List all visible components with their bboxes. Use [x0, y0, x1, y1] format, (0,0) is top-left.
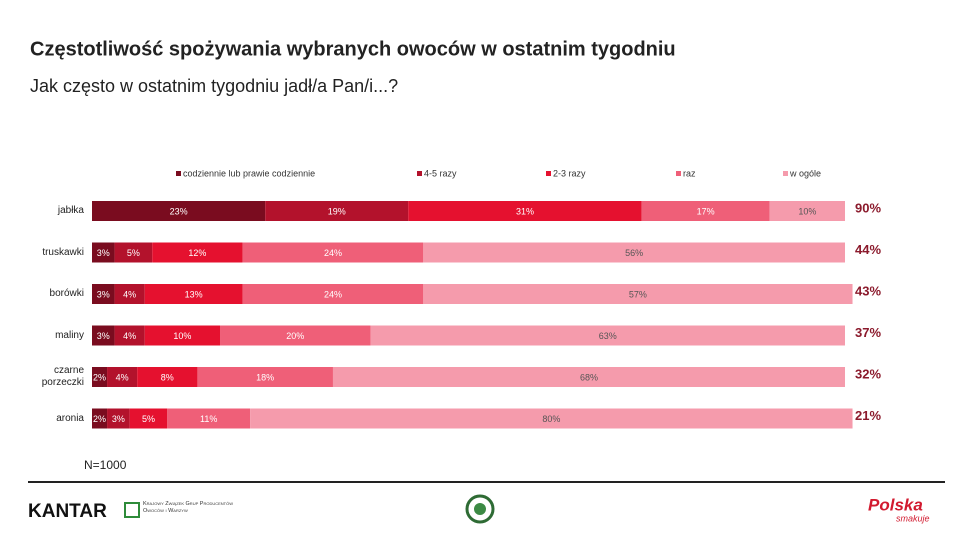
data-label: 2% — [93, 414, 106, 424]
bar-segment — [332, 367, 846, 387]
total-label: 32% — [855, 366, 881, 381]
data-label: 5% — [142, 414, 155, 424]
data-label: 12% — [188, 248, 206, 258]
data-label: 63% — [599, 331, 617, 341]
total-label: 37% — [855, 325, 881, 340]
legend-label: 2-3 razy — [553, 168, 586, 178]
logo-partner: Krajowy Związek Grup Producentów Owoców … — [143, 501, 233, 514]
legend-swatch — [783, 171, 788, 176]
bar-segment — [641, 201, 770, 221]
bar-segment — [144, 284, 243, 304]
data-label: 2% — [93, 372, 106, 382]
bar-segment — [92, 201, 266, 221]
category-label: borówki — [49, 288, 84, 299]
legend-swatch — [417, 171, 422, 176]
bar-segment — [114, 284, 145, 304]
emblem-core — [474, 503, 486, 515]
note: N=1000 — [84, 458, 127, 472]
bar-segment — [423, 284, 853, 304]
bar-segment — [242, 284, 424, 304]
legend-label: 4-5 razy — [424, 168, 457, 178]
data-label: 19% — [328, 206, 346, 216]
data-label: 24% — [324, 248, 342, 258]
data-label: 3% — [97, 248, 110, 258]
total-label: 44% — [855, 242, 881, 257]
bar-segment — [144, 325, 221, 346]
logo-smakuje: smakuje — [896, 513, 930, 523]
bar-segment — [167, 408, 251, 429]
bar-segment — [769, 201, 845, 221]
data-label: 10% — [173, 331, 191, 341]
logo-partner-text: Krajowy Związek Grup Producentów Owoców … — [143, 501, 233, 514]
data-label: 11% — [200, 414, 217, 424]
chart-title: Częstotliwość spożywania wybranych owocó… — [30, 38, 676, 60]
bar-segment — [114, 242, 153, 263]
bar-segment — [197, 367, 333, 387]
data-label: 13% — [185, 289, 203, 299]
bar-segment — [220, 325, 371, 346]
data-label: 3% — [97, 289, 110, 299]
data-label: 10% — [798, 206, 816, 216]
bar-segment — [152, 242, 243, 263]
bar-segment — [107, 408, 130, 429]
legend-label: raz — [683, 168, 696, 178]
category-label: maliny — [55, 329, 84, 341]
bar-segment — [92, 284, 115, 304]
data-label: 24% — [324, 289, 342, 299]
bar-segment — [370, 325, 845, 346]
data-label: 3% — [112, 414, 125, 424]
total-label: 43% — [855, 283, 881, 298]
data-label: 18% — [256, 372, 274, 382]
bar-segment — [92, 408, 108, 429]
data-label: 4% — [123, 289, 136, 299]
total-label: 90% — [855, 200, 881, 215]
data-label: 23% — [170, 206, 188, 216]
legend-swatch — [546, 171, 551, 176]
data-label: 80% — [542, 414, 560, 424]
data-label: 8% — [161, 372, 174, 382]
legend-swatch — [676, 171, 681, 176]
bar-segment — [114, 325, 145, 346]
chart-subtitle: Jak często w ostatnim tygodniu jadł/a Pa… — [30, 76, 398, 96]
bar-segment — [265, 201, 409, 221]
category-label: czarne porzeczki — [41, 365, 84, 388]
bar-segment — [423, 242, 845, 263]
total-label: 21% — [855, 408, 881, 423]
data-label: 17% — [697, 206, 715, 216]
category-label: truskawki — [42, 246, 84, 258]
bar-segment — [250, 408, 853, 429]
category-label: aronia — [56, 412, 84, 424]
data-label: 3% — [97, 331, 110, 341]
data-label: 68% — [580, 372, 598, 382]
bar-segment — [92, 325, 115, 346]
bar-segment — [107, 367, 138, 387]
bar-segment — [137, 367, 198, 387]
logo-kantar: KANTAR — [28, 501, 107, 522]
bar-segment — [408, 201, 642, 221]
data-label: 4% — [116, 372, 129, 382]
bar-segment — [92, 367, 108, 387]
bar-segment — [92, 242, 115, 263]
data-label: 5% — [127, 248, 140, 258]
bar-segment — [129, 408, 168, 429]
logo-polska: Polska — [868, 495, 923, 514]
data-label: 4% — [123, 331, 136, 341]
legend-label: w ogóle — [789, 168, 821, 178]
data-label: 57% — [629, 289, 647, 299]
legend-swatch — [176, 171, 181, 176]
legend-label: codziennie lub prawie codziennie — [183, 168, 315, 178]
data-label: 56% — [625, 248, 643, 258]
bar-segment — [242, 242, 424, 263]
category-label: jabłka — [57, 205, 84, 216]
data-label: 31% — [516, 206, 534, 216]
logo-partner-icon — [124, 502, 140, 518]
data-label: 20% — [286, 331, 304, 341]
